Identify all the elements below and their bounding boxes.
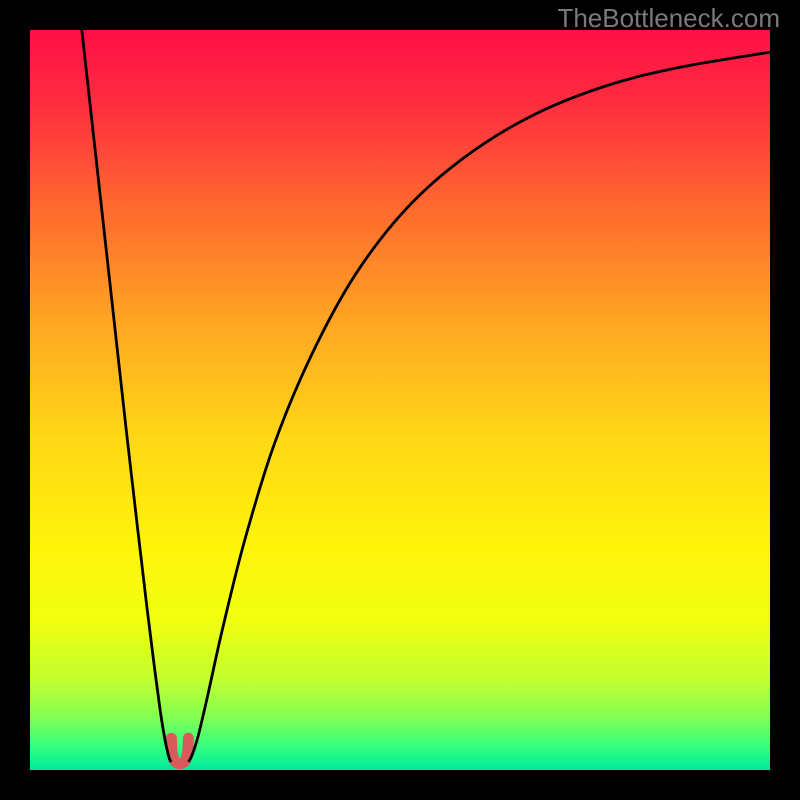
bottleneck-chart xyxy=(0,0,800,800)
watermark-text: TheBottleneck.com xyxy=(557,3,780,34)
chart-frame: TheBottleneck.com xyxy=(0,0,800,800)
plot-background xyxy=(30,30,770,770)
